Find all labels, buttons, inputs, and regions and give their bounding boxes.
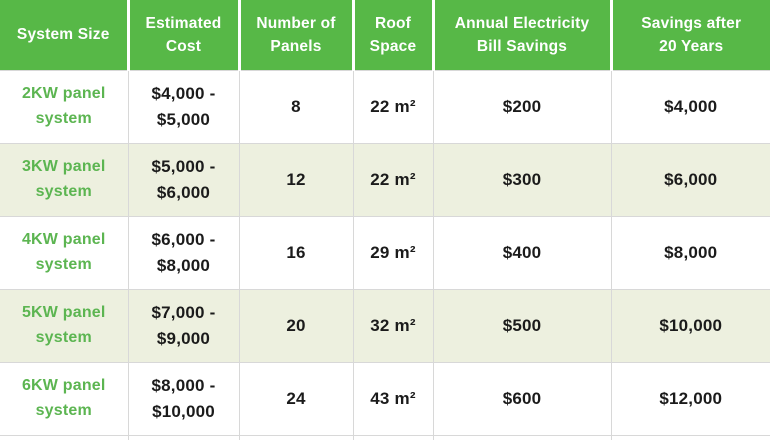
cell-savings-after-20-years: $10,000 <box>610 289 770 363</box>
cell-number-of-panels: 12 <box>238 143 354 217</box>
cell-number-of-panels: 16 <box>238 216 354 290</box>
cell-system-size: 6KW panel system <box>0 362 129 436</box>
cell-number-of-panels: 24 <box>238 362 354 436</box>
table-row-clipped <box>0 435 770 440</box>
table-row-6kw: 6KW panel system $8,000 - $10,000 24 43 … <box>0 362 770 436</box>
cell-savings-after-20-years: $6,000 <box>610 143 770 217</box>
cell-number-of-panels: 20 <box>238 289 354 363</box>
cell-annual-bill-savings: $500 <box>432 289 612 363</box>
table-cell-empty <box>127 435 240 440</box>
cell-annual-bill-savings: $600 <box>432 362 612 436</box>
cell-system-size: 3KW panel system <box>0 143 129 217</box>
cell-annual-bill-savings: $300 <box>432 143 612 217</box>
table-cell-empty <box>610 435 770 440</box>
cell-system-size: 4KW panel system <box>0 216 129 290</box>
column-header-number-of-panels: Number of Panels <box>237 0 353 71</box>
table-cell-empty <box>352 435 434 440</box>
table-cell-empty <box>238 435 354 440</box>
cell-estimated-cost: $5,000 - $6,000 <box>127 143 240 217</box>
cell-roof-space: 29 m² <box>352 216 434 290</box>
table-cell-empty <box>432 435 612 440</box>
column-header-estimated-cost: Estimated Cost <box>126 0 239 71</box>
cell-annual-bill-savings: $200 <box>432 70 612 144</box>
column-header-annual-bill-savings: Annual Electricity Bill Savings <box>431 0 611 71</box>
cell-roof-space: 22 m² <box>352 143 434 217</box>
table-row-4kw: 4KW panel system $6,000 - $8,000 16 29 m… <box>0 216 770 290</box>
column-header-system-size: System Size <box>0 0 128 71</box>
column-header-savings-after-20-years: Savings after 20 Years <box>609 0 770 71</box>
cell-roof-space: 32 m² <box>352 289 434 363</box>
cell-savings-after-20-years: $12,000 <box>610 362 770 436</box>
table-row-2kw: 2KW panel system $4,000 - $5,000 8 22 m²… <box>0 70 770 144</box>
cell-savings-after-20-years: $4,000 <box>610 70 770 144</box>
cell-system-size: 2KW panel system <box>0 70 129 144</box>
cell-savings-after-20-years: $8,000 <box>610 216 770 290</box>
cell-roof-space: 43 m² <box>352 362 434 436</box>
table-row-5kw: 5KW panel system $7,000 - $9,000 20 32 m… <box>0 289 770 363</box>
cell-system-size: 5KW panel system <box>0 289 129 363</box>
cell-estimated-cost: $8,000 - $10,000 <box>127 362 240 436</box>
header-row: System Size Estimated Cost Number of Pan… <box>0 0 770 71</box>
cell-roof-space: 22 m² <box>352 70 434 144</box>
table-cell-empty <box>0 435 129 440</box>
column-header-roof-space: Roof Space <box>351 0 433 71</box>
cell-estimated-cost: $7,000 - $9,000 <box>127 289 240 363</box>
cell-number-of-panels: 8 <box>238 70 354 144</box>
cell-estimated-cost: $4,000 - $5,000 <box>127 70 240 144</box>
cell-annual-bill-savings: $400 <box>432 216 612 290</box>
table-row-3kw: 3KW panel system $5,000 - $6,000 12 22 m… <box>0 143 770 217</box>
cell-estimated-cost: $6,000 - $8,000 <box>127 216 240 290</box>
